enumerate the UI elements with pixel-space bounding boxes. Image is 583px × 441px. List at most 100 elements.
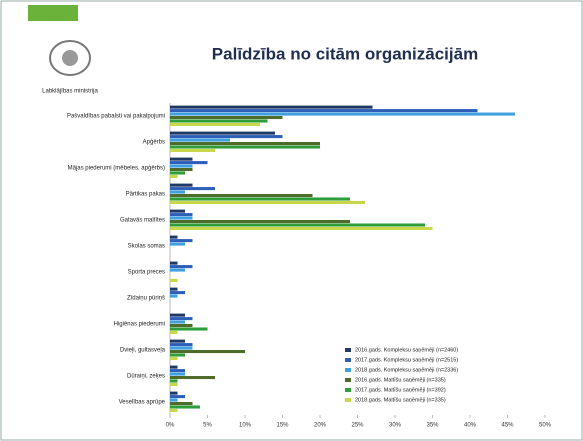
bar — [170, 119, 268, 123]
bar — [170, 330, 178, 334]
bar — [170, 171, 185, 175]
x-tick-label: 25% — [351, 423, 364, 429]
bar — [170, 194, 313, 198]
legend-swatch — [345, 378, 351, 382]
bar — [170, 317, 193, 321]
legend-label: 2016.gads. Maltīšu saņēmēji (n=335) — [355, 377, 446, 383]
bar — [170, 145, 320, 149]
bar — [170, 376, 215, 380]
bar — [170, 209, 185, 213]
legend-label: 2017.gads. Maltīšu saņēmēji (n=392) — [355, 387, 446, 393]
bar — [170, 402, 193, 406]
bar — [170, 223, 425, 227]
x-tick-label: 5% — [203, 423, 212, 429]
x-tick-label: 0% — [166, 423, 175, 429]
logo — [49, 40, 91, 76]
bar — [170, 291, 185, 295]
bar — [170, 391, 178, 395]
bar — [170, 372, 185, 376]
bar — [170, 109, 478, 113]
x-tick-label: 50% — [539, 423, 552, 429]
bar — [170, 395, 185, 399]
bar — [170, 197, 350, 201]
legend-swatch — [345, 398, 351, 402]
bar — [170, 408, 178, 412]
bar — [170, 327, 208, 331]
bar — [170, 405, 200, 409]
x-tick-label: 20% — [314, 423, 327, 429]
bar — [170, 369, 185, 373]
bar — [170, 261, 178, 265]
bar — [170, 168, 193, 172]
green-tab — [28, 5, 78, 21]
category-label: Pašvaldības pabalsti vai pakalpojumi — [67, 114, 165, 120]
bar — [170, 216, 193, 220]
bar — [170, 138, 230, 142]
bar — [170, 382, 178, 386]
category-label: Veselības aprūpe — [119, 400, 166, 406]
x-tick-label: 10% — [239, 423, 252, 429]
bar — [170, 122, 260, 126]
bar — [170, 220, 350, 224]
bar — [170, 242, 185, 246]
bar — [170, 278, 178, 282]
category-label: Dūraiņi, zeķes — [127, 374, 165, 380]
legend-label: 2018.gads. Maltīšu saņēmēji (n=335) — [355, 397, 446, 403]
bar — [170, 213, 193, 217]
bar — [170, 320, 185, 324]
bar — [170, 200, 365, 204]
bar — [170, 265, 193, 269]
legend-swatch — [345, 348, 351, 352]
bar — [170, 379, 178, 383]
legend-swatch — [345, 388, 351, 392]
bar — [170, 365, 178, 369]
bar — [170, 287, 178, 291]
bar — [170, 343, 193, 347]
bar — [170, 157, 193, 161]
category-label: Pārtikas pakas — [126, 192, 165, 198]
x-tick-label: 40% — [464, 423, 477, 429]
bar — [170, 350, 245, 354]
bar — [170, 183, 193, 187]
logo-text: Labklājības ministrija — [42, 89, 98, 95]
category-label: Skolas somas — [128, 244, 165, 250]
x-tick-label: 15% — [276, 423, 289, 429]
category-label: Higiēnas piederumi — [114, 322, 165, 328]
bar — [170, 161, 208, 165]
bar — [170, 174, 178, 178]
bar — [170, 164, 193, 168]
bar — [170, 187, 215, 191]
category-label: Dvieļi, gultasveļa — [120, 348, 166, 354]
bar — [170, 268, 185, 272]
category-label: Zīdaiņu pūriņš — [127, 296, 165, 302]
bar — [170, 294, 178, 298]
bar — [170, 353, 185, 357]
legend-label: 2018.gads. Kompleksu saņēmēji (n=2336) — [355, 367, 458, 373]
bar — [170, 135, 283, 139]
x-tick-label: 35% — [426, 423, 439, 429]
bar — [170, 112, 515, 116]
legend-swatch — [345, 368, 351, 372]
x-tick-label: 30% — [389, 423, 402, 429]
legend-label: 2016.gads. Kompleksu saņēmēji (n=2460) — [355, 347, 458, 353]
bar — [170, 235, 178, 239]
category-label: Sporta preces — [128, 270, 165, 276]
category-label: Apģērbs — [143, 139, 165, 146]
bar — [170, 148, 215, 152]
category-label: Mājas piederumi (mēbeles, apģērbs) — [68, 165, 165, 172]
bar — [170, 116, 283, 120]
bar — [170, 239, 193, 243]
legend-swatch — [345, 358, 351, 362]
bar — [170, 339, 185, 343]
bar — [170, 226, 433, 230]
slide-title: Palīdzība no citām organizācijām — [212, 44, 478, 63]
bar — [170, 356, 178, 360]
category-label: Gatavās maltītes — [120, 218, 165, 224]
bar — [170, 190, 185, 194]
bar — [170, 313, 185, 317]
bar — [170, 105, 373, 109]
bar — [170, 131, 275, 135]
bar — [170, 398, 178, 402]
bar — [170, 324, 193, 328]
